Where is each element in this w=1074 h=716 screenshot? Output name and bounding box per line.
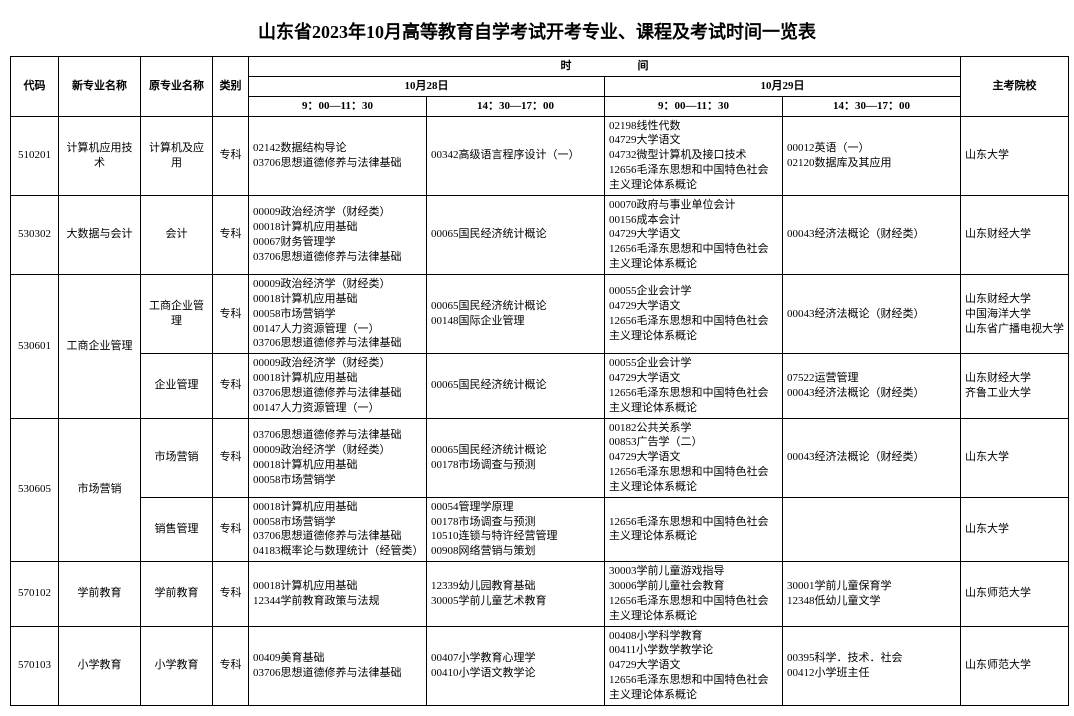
cell-orig-major: 企业管理: [141, 354, 213, 418]
cell-day2-pm: 30001学前儿童保育学12348低幼儿童文学: [783, 562, 961, 626]
cell-new-major: 小学教育: [59, 626, 141, 705]
cell-category: 专科: [213, 497, 249, 561]
col-day2-am: 9：00—11：30: [605, 96, 783, 116]
col-orig-major: 原专业名称: [141, 57, 213, 117]
cell-day2-am: 00182公共关系学00853广告学（二）04729大学语文12656毛泽东思想…: [605, 418, 783, 497]
cell-host: 山东财经大学齐鲁工业大学: [961, 354, 1069, 418]
cell-new-major: 计算机应用技术: [59, 116, 141, 195]
cell-code: 530605: [11, 418, 59, 562]
cell-orig-major: 市场营销: [141, 418, 213, 497]
cell-category: 专科: [213, 562, 249, 626]
cell-host: 山东大学: [961, 116, 1069, 195]
col-new-major: 新专业名称: [59, 57, 141, 117]
col-code: 代码: [11, 57, 59, 117]
cell-code: 530302: [11, 195, 59, 274]
col-day2: 10月29日: [605, 76, 961, 96]
table-row: 企业管理专科00009政治经济学（财经类）00018计算机应用基础03706思想…: [11, 354, 1069, 418]
cell-day2-pm: 00043经济法概论（财经类）: [783, 418, 961, 497]
cell-day1-am: 00018计算机应用基础00058市场营销学03706思想道德修养与法律基础04…: [249, 497, 427, 561]
cell-category: 专科: [213, 195, 249, 274]
cell-host: 山东财经大学: [961, 195, 1069, 274]
cell-day2-am: 00055企业会计学04729大学语文12656毛泽东思想和中国特色社会主义理论…: [605, 274, 783, 353]
cell-orig-major: 小学教育: [141, 626, 213, 705]
cell-day2-am: 00070政府与事业单位会计00156成本会计04729大学语文12656毛泽东…: [605, 195, 783, 274]
cell-code: 570103: [11, 626, 59, 705]
col-day1-am: 9：00—11：30: [249, 96, 427, 116]
cell-day1-am: 00009政治经济学（财经类）00018计算机应用基础00058市场营销学001…: [249, 274, 427, 353]
col-host: 主考院校: [961, 57, 1069, 117]
cell-day2-am: 00055企业会计学04729大学语文12656毛泽东思想和中国特色社会主义理论…: [605, 354, 783, 418]
table-row: 530601工商企业管理工商企业管理专科00009政治经济学（财经类）00018…: [11, 274, 1069, 353]
col-category: 类别: [213, 57, 249, 117]
cell-host: 山东大学: [961, 497, 1069, 561]
cell-day1-pm: 00065国民经济统计概论: [427, 354, 605, 418]
cell-day1-am: 00009政治经济学（财经类）00018计算机应用基础03706思想道德修养与法…: [249, 354, 427, 418]
cell-day2-pm: 07522运营管理00043经济法概论（财经类）: [783, 354, 961, 418]
cell-day2-pm: 00395科学．技术．社会00412小学班主任: [783, 626, 961, 705]
cell-orig-major: 计算机及应用: [141, 116, 213, 195]
page-title: 山东省2023年10月高等教育自学考试开考专业、课程及考试时间一览表: [10, 18, 1064, 44]
cell-category: 专科: [213, 626, 249, 705]
cell-orig-major: 会计: [141, 195, 213, 274]
cell-new-major: 市场营销: [59, 418, 141, 562]
cell-new-major: 大数据与会计: [59, 195, 141, 274]
cell-orig-major: 学前教育: [141, 562, 213, 626]
cell-day1-am: 02142数据结构导论03706思想道德修养与法律基础: [249, 116, 427, 195]
cell-code: 530601: [11, 274, 59, 418]
cell-day1-pm: 00407小学教育心理学00410小学语文教学论: [427, 626, 605, 705]
cell-day1-pm: 00342高级语言程序设计（一）: [427, 116, 605, 195]
exam-schedule-table: 代码 新专业名称 原专业名称 类别 时 间 主考院校 10月28日 10月29日…: [10, 56, 1069, 706]
cell-new-major: 学前教育: [59, 562, 141, 626]
col-day1-pm: 14：30—17：00: [427, 96, 605, 116]
cell-host: 山东大学: [961, 418, 1069, 497]
col-day1: 10月28日: [249, 76, 605, 96]
cell-day2-am: 30003学前儿童游戏指导30006学前儿童社会教育12656毛泽东思想和中国特…: [605, 562, 783, 626]
table-row: 530302大数据与会计会计专科00009政治经济学（财经类）00018计算机应…: [11, 195, 1069, 274]
cell-new-major: 工商企业管理: [59, 274, 141, 418]
col-day2-pm: 14：30—17：00: [783, 96, 961, 116]
cell-code: 570102: [11, 562, 59, 626]
cell-host: 山东师范大学: [961, 626, 1069, 705]
table-row: 570102学前教育学前教育专科00018计算机应用基础12344学前教育政策与…: [11, 562, 1069, 626]
cell-day2-pm: 00043经济法概论（财经类）: [783, 274, 961, 353]
cell-category: 专科: [213, 274, 249, 353]
cell-orig-major: 销售管理: [141, 497, 213, 561]
cell-day1-pm: 00065国民经济统计概论00178市场调查与预测: [427, 418, 605, 497]
cell-day2-pm: [783, 497, 961, 561]
cell-day2-am: 00408小学科学教育00411小学数学教学论04729大学语文12656毛泽东…: [605, 626, 783, 705]
cell-day1-pm: 00054管理学原理00178市场调查与预测10510连锁与特许经营管理0090…: [427, 497, 605, 561]
cell-day2-pm: 00043经济法概论（财经类）: [783, 195, 961, 274]
cell-orig-major: 工商企业管理: [141, 274, 213, 353]
cell-day2-am: 12656毛泽东思想和中国特色社会主义理论体系概论: [605, 497, 783, 561]
cell-day1-am: 00018计算机应用基础12344学前教育政策与法规: [249, 562, 427, 626]
cell-category: 专科: [213, 116, 249, 195]
cell-category: 专科: [213, 418, 249, 497]
cell-code: 510201: [11, 116, 59, 195]
cell-day2-pm: 00012英语（一）02120数据库及其应用: [783, 116, 961, 195]
cell-host: 山东师范大学: [961, 562, 1069, 626]
table-row: 销售管理专科00018计算机应用基础00058市场营销学03706思想道德修养与…: [11, 497, 1069, 561]
cell-day1-pm: 00065国民经济统计概论00148国际企业管理: [427, 274, 605, 353]
cell-host: 山东财经大学中国海洋大学山东省广播电视大学: [961, 274, 1069, 353]
cell-day2-am: 02198线性代数04729大学语文04732微型计算机及接口技术12656毛泽…: [605, 116, 783, 195]
cell-category: 专科: [213, 354, 249, 418]
table-row: 510201计算机应用技术计算机及应用专科02142数据结构导论03706思想道…: [11, 116, 1069, 195]
table-row: 570103小学教育小学教育专科00409美育基础03706思想道德修养与法律基…: [11, 626, 1069, 705]
cell-day1-am: 03706思想道德修养与法律基础00009政治经济学（财经类）00018计算机应…: [249, 418, 427, 497]
cell-day1-pm: 00065国民经济统计概论: [427, 195, 605, 274]
cell-day1-pm: 12339幼儿园教育基础30005学前儿童艺术教育: [427, 562, 605, 626]
table-row: 530605市场营销市场营销专科03706思想道德修养与法律基础00009政治经…: [11, 418, 1069, 497]
cell-day1-am: 00009政治经济学（财经类）00018计算机应用基础00067财务管理学037…: [249, 195, 427, 274]
cell-day1-am: 00409美育基础03706思想道德修养与法律基础: [249, 626, 427, 705]
col-time-group: 时 间: [249, 57, 961, 77]
